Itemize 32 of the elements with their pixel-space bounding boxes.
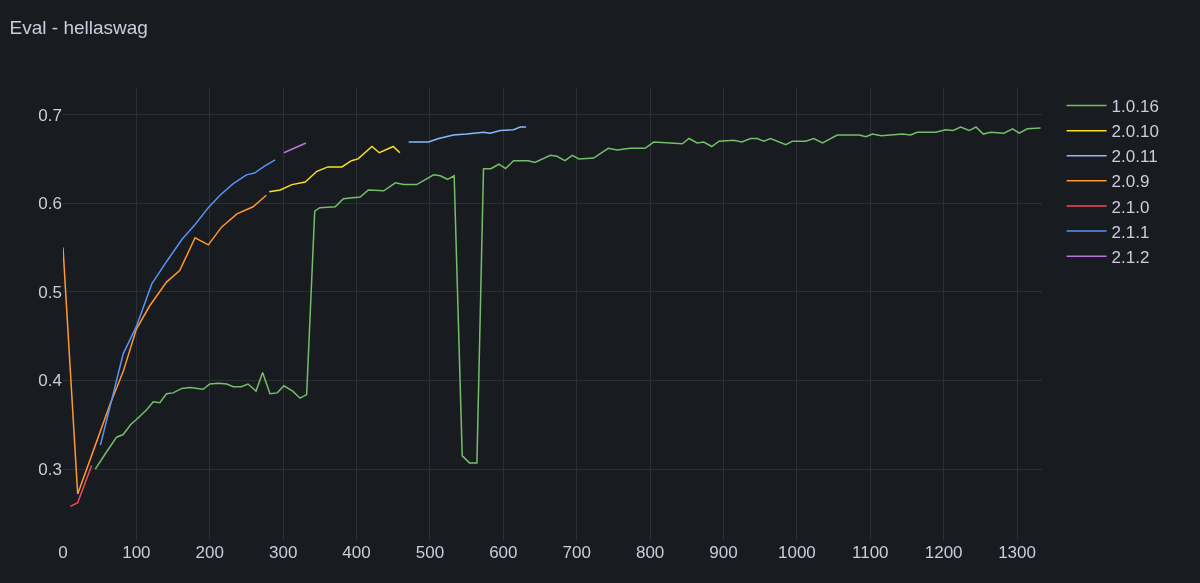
x-tick-label: 200 — [195, 543, 224, 562]
x-tick-label: 100 — [122, 543, 151, 562]
legend-label: 2.1.1 — [1111, 222, 1150, 242]
y-tick-label: 0.7 — [38, 105, 62, 125]
chart-title: Eval - hellaswag — [9, 16, 148, 38]
x-tick-label: 1200 — [924, 543, 963, 562]
x-tick-label: 900 — [709, 543, 738, 562]
line-series — [268, 145, 401, 193]
x-tick-label: 1300 — [998, 543, 1036, 562]
legend-label: 1.0.16 — [1111, 97, 1159, 117]
line-series — [99, 159, 276, 446]
y-tick-label: 0.5 — [38, 282, 62, 302]
legend-label: 2.1.2 — [1111, 247, 1150, 267]
legend-label: 2.1.0 — [1111, 197, 1150, 217]
x-tick-label: 1000 — [777, 543, 816, 562]
legend-label: 2.0.11 — [1111, 147, 1158, 167]
x-tick-label: 500 — [415, 543, 445, 562]
line-series — [63, 194, 268, 495]
y-tick-label: 0.6 — [38, 194, 62, 214]
x-tick-label: 0 — [58, 543, 68, 562]
x-tick-label: 600 — [489, 543, 518, 562]
line-series — [94, 126, 1042, 470]
y-tick-label: 0.4 — [38, 371, 62, 391]
x-tick-label: 400 — [342, 543, 371, 562]
legend-label: 2.0.10 — [1111, 122, 1159, 142]
x-tick-label: 300 — [268, 543, 298, 562]
line-series — [407, 126, 527, 143]
x-tick-label: 1100 — [851, 543, 889, 562]
x-tick-label: 800 — [635, 543, 665, 562]
x-tick-label: 700 — [562, 543, 591, 562]
y-tick-label: 0.3 — [38, 460, 62, 480]
legend-label: 2.0.9 — [1111, 172, 1150, 192]
